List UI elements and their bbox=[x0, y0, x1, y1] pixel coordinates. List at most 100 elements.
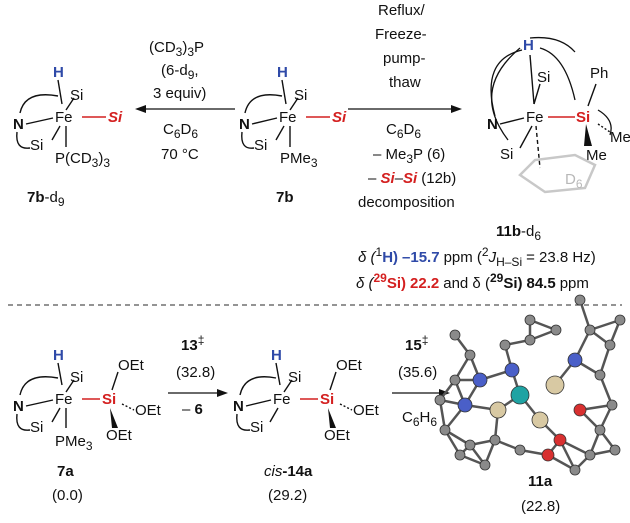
n-fe-bond bbox=[25, 117, 54, 125]
model-atom-c bbox=[449, 374, 461, 386]
n-label: N bbox=[487, 116, 498, 133]
p-cd3-label: P(CD3)3 bbox=[55, 150, 110, 170]
si-label: Si bbox=[537, 69, 550, 86]
ts13-energy: (32.8) bbox=[176, 364, 215, 381]
me-label: Me bbox=[586, 147, 607, 164]
model-atom-n bbox=[457, 397, 473, 413]
fe-h-bond bbox=[57, 79, 63, 105]
energy-7a: (0.0) bbox=[52, 487, 83, 504]
silyl-label: Si bbox=[102, 391, 116, 408]
model-atom-si bbox=[489, 401, 507, 419]
model-atom-o bbox=[573, 403, 587, 417]
compound-label-11b-d6: 11b-d6 bbox=[496, 223, 541, 243]
silyl-label: Si bbox=[320, 391, 334, 408]
model-atom-c bbox=[479, 459, 491, 471]
fe-label: Fe bbox=[526, 109, 544, 126]
step2-solvent: C6D6 bbox=[386, 121, 421, 141]
nmr-data: δ (1H) –15.7 ppm (2JH–Si = 23.8 Hz) δ (29Si… bbox=[356, 245, 596, 292]
arrow-step1: (CD3)3P (6-d9, 3 equiv) C6D6 70 °C bbox=[135, 39, 235, 163]
model-atom-c bbox=[604, 339, 616, 351]
silyl-label: Si bbox=[332, 109, 347, 126]
model-atom-c bbox=[464, 439, 476, 451]
ph-label: Ph bbox=[590, 65, 608, 82]
arrow-ts13: 13‡ (32.8) – 6 bbox=[168, 333, 228, 418]
si-label: Si bbox=[30, 137, 43, 154]
step2-cond4: thaw bbox=[389, 74, 421, 91]
model-atom-c bbox=[584, 449, 596, 461]
step1-temperature: 70 °C bbox=[161, 146, 199, 163]
silyl-label: Si bbox=[576, 109, 590, 126]
me-label: Me bbox=[610, 129, 630, 146]
hydride-label: H bbox=[277, 64, 288, 81]
molecular-structure-11a bbox=[434, 294, 626, 476]
model-atom-c bbox=[454, 449, 466, 461]
fe-label: Fe bbox=[55, 391, 73, 408]
model-atom-o bbox=[541, 448, 555, 462]
step1-reagent-c: 3 equiv) bbox=[153, 85, 206, 102]
n-label: N bbox=[239, 116, 250, 133]
step2-loss1: – Me3P (6) bbox=[373, 146, 445, 166]
model-atom-o bbox=[553, 433, 567, 447]
step2-cond3: pump- bbox=[383, 50, 426, 67]
step2-cond2: Freeze- bbox=[375, 26, 427, 43]
model-atom-fe bbox=[510, 385, 530, 405]
fe-si-bond bbox=[65, 97, 75, 111]
step1-reagent-a: (CD3)3P bbox=[149, 39, 204, 59]
compound-cis-14a: H Si Fe N Si Si OEt OEt OEt cis-14a (29.… bbox=[233, 347, 380, 504]
n-label: N bbox=[13, 398, 24, 415]
benzene-ring bbox=[518, 153, 597, 194]
model-atom-c bbox=[569, 464, 581, 476]
step2-loss3: decomposition bbox=[358, 194, 455, 211]
hydride-label: H bbox=[53, 64, 64, 81]
model-atom-c bbox=[614, 314, 626, 326]
arrow-step2: Reflux/ Freeze- pump- thaw C6D6 – Me3P (… bbox=[348, 2, 462, 211]
step2-loss2: – Si–Si (12b) bbox=[368, 170, 456, 187]
ts15-solvent: C6H6 bbox=[402, 409, 437, 429]
compound-label-7b: 7b bbox=[276, 189, 294, 206]
hydride-label: H bbox=[271, 347, 282, 364]
step2-cond1: Reflux/ bbox=[378, 2, 426, 19]
n-label: N bbox=[13, 116, 24, 133]
model-atom-si bbox=[531, 411, 549, 429]
model-atom-c bbox=[439, 424, 451, 436]
hydride-label: H bbox=[53, 347, 64, 364]
si-label: Si bbox=[30, 419, 43, 436]
model-atom-c bbox=[434, 394, 446, 406]
oet-label: OEt bbox=[353, 402, 380, 419]
ts13-label: 13‡ bbox=[181, 333, 204, 354]
si-label: Si bbox=[250, 419, 263, 436]
model-atom-c bbox=[499, 339, 511, 351]
ts15-energy: (35.6) bbox=[398, 364, 437, 381]
step1-solvent: C6D6 bbox=[163, 121, 198, 141]
fe-label: Fe bbox=[55, 109, 73, 126]
compound-7b: H Si Fe N Si Si PMe3 7b bbox=[239, 64, 347, 206]
compound-7b-d9: H Si Fe N Si Si P(CD3)3 7b-d9 bbox=[13, 64, 123, 209]
model-atom-c bbox=[609, 444, 621, 456]
silyl-label: Si bbox=[108, 109, 123, 126]
compound-label-7a: 7a bbox=[57, 463, 74, 480]
model-atom-c bbox=[514, 444, 526, 456]
d6-label: D6 bbox=[565, 171, 583, 191]
model-atom-n bbox=[504, 362, 520, 378]
model-atom-c bbox=[524, 314, 536, 326]
pme3-label: PMe3 bbox=[55, 433, 93, 453]
model-atom-c bbox=[464, 349, 476, 361]
si-label: Si bbox=[500, 146, 513, 163]
ligand-arc-top bbox=[19, 94, 59, 114]
nmr-line2: δ (29Si) 22.2 and δ (29Si) 84.5 ppm bbox=[356, 271, 589, 292]
oet-label: OEt bbox=[336, 357, 363, 374]
model-atom-c bbox=[489, 434, 501, 446]
fe-si-bond-2 bbox=[51, 125, 61, 141]
energy-11a: (22.8) bbox=[521, 498, 560, 515]
pme3-label: PMe3 bbox=[280, 150, 318, 170]
si-label: Si bbox=[254, 137, 267, 154]
compound-11b-d6: H Si Fe N Si Si Ph Me Me D6 11b-d6 bbox=[487, 36, 630, 243]
compound-label-11a: 11a bbox=[528, 473, 553, 490]
ts15-label: 15‡ bbox=[405, 333, 428, 354]
model-atom-c bbox=[524, 334, 536, 346]
compound-7a: H Si Fe N Si Si OEt OEt OEt PMe3 7a (0.0… bbox=[13, 347, 162, 504]
compound-label-cis-14a: cis-14a bbox=[264, 463, 313, 480]
oet-label: OEt bbox=[106, 427, 133, 444]
model-atom-n bbox=[472, 372, 488, 388]
